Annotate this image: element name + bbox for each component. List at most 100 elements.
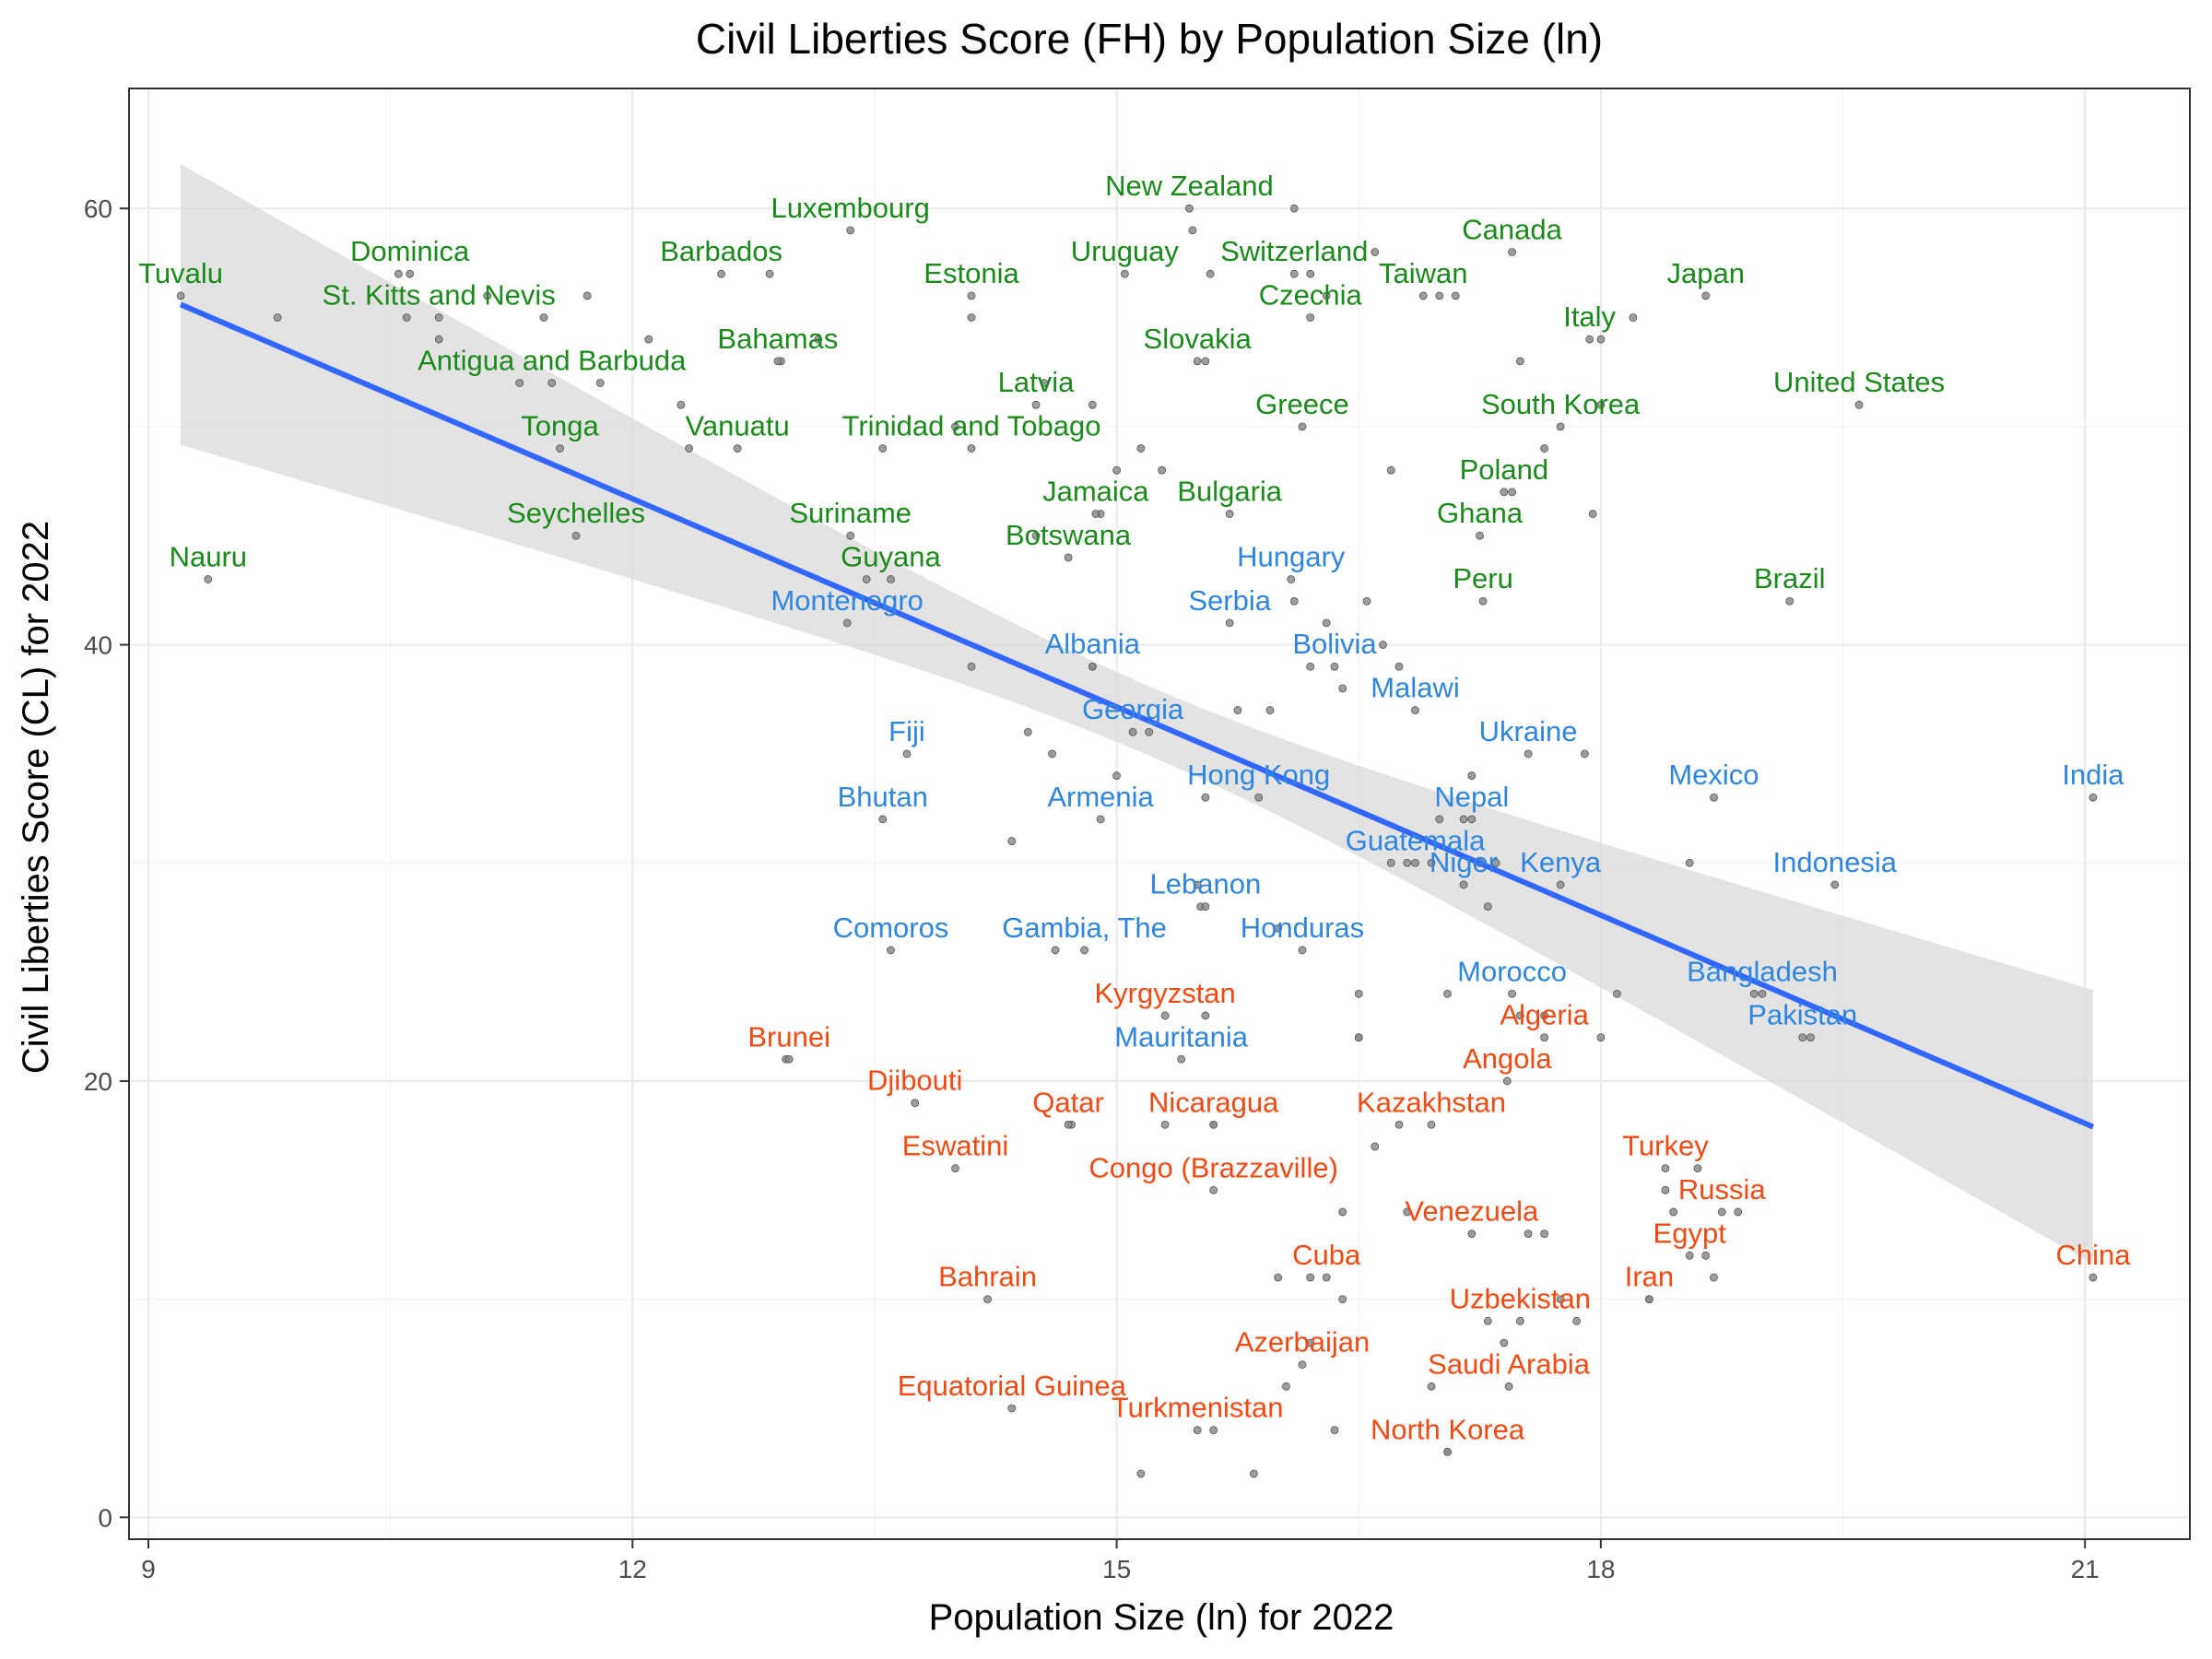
- data-point: [1661, 1164, 1670, 1173]
- point-label: Bhutan: [838, 781, 928, 813]
- point-label: Poland: [1460, 453, 1549, 486]
- data-point: [1613, 989, 1621, 998]
- data-point: [1515, 1316, 1524, 1325]
- data-point: [911, 1099, 920, 1108]
- point-label: Ukraine: [1479, 715, 1578, 747]
- data-point: [547, 379, 557, 387]
- data-point: [1403, 858, 1412, 867]
- x-tick-label: 12: [618, 1555, 647, 1583]
- point-label: St. Kitts and Nevis: [323, 279, 556, 312]
- data-point: [1112, 771, 1121, 780]
- point-label: Malawi: [1371, 672, 1459, 704]
- data-point: [1572, 1316, 1582, 1325]
- data-point: [1338, 1207, 1347, 1217]
- data-point: [406, 269, 415, 278]
- point-label: Greece: [1255, 388, 1349, 420]
- data-point: [1483, 902, 1492, 911]
- data-point: [773, 357, 782, 366]
- data-point: [1265, 706, 1275, 714]
- point-label: Dominica: [350, 235, 470, 267]
- data-point: [1524, 1230, 1533, 1239]
- point-label: Canada: [1462, 214, 1562, 246]
- point-label: Seychelles: [507, 497, 645, 529]
- point-label: Brazil: [1754, 562, 1826, 594]
- data-point: [1491, 858, 1500, 867]
- data-point: [1478, 596, 1488, 606]
- point-label: Cuba: [1292, 1239, 1361, 1271]
- data-point: [1540, 1011, 1549, 1020]
- data-point: [1306, 269, 1315, 278]
- data-point: [1120, 269, 1129, 278]
- data-point: [967, 444, 976, 453]
- data-point: [1798, 1033, 1807, 1042]
- data-point: [1306, 1338, 1315, 1347]
- trend-line-group: [179, 301, 2095, 1130]
- point-label: Bangladesh: [1687, 955, 1838, 987]
- data-point: [1661, 1185, 1670, 1194]
- data-point: [1806, 1033, 1815, 1042]
- point-label: India: [2062, 759, 2124, 791]
- data-point: [1710, 793, 1718, 802]
- data-point: [1096, 815, 1105, 824]
- data-point: [1467, 1230, 1477, 1239]
- point-label: Serbia: [1188, 584, 1271, 617]
- point-label: Vanuatu: [686, 410, 790, 442]
- x-tick-label: 15: [1102, 1555, 1131, 1583]
- data-point: [483, 291, 492, 300]
- data-point: [1250, 1469, 1258, 1478]
- data-point: [1500, 1338, 1509, 1347]
- data-point: [1289, 269, 1299, 278]
- point-label: Niger: [1430, 846, 1498, 878]
- data-point: [1596, 1033, 1606, 1042]
- data-point: [1693, 1164, 1702, 1173]
- data-point: [1585, 335, 1594, 344]
- data-point: [1201, 793, 1210, 802]
- point-label: North Korea: [1371, 1413, 1525, 1445]
- data-point: [1064, 1120, 1073, 1129]
- data-point: [1467, 771, 1477, 780]
- data-point: [765, 269, 774, 278]
- data-point: [1508, 488, 1516, 497]
- point-label: Tuvalu: [138, 257, 223, 289]
- data-point: [1282, 1382, 1290, 1391]
- data-point: [1184, 204, 1194, 213]
- data-point: [846, 531, 855, 540]
- data-point: [1556, 1295, 1565, 1304]
- data-point: [556, 444, 564, 453]
- data-point: [1515, 357, 1524, 366]
- x-tick-label: 9: [141, 1555, 156, 1583]
- data-point: [1443, 989, 1452, 998]
- data-point: [1007, 1404, 1017, 1413]
- point-label: Egypt: [1653, 1217, 1727, 1249]
- point-label: Hong Kong: [1187, 759, 1330, 791]
- data-point: [2088, 793, 2098, 802]
- data-point: [1467, 815, 1477, 824]
- grid-lines: [129, 88, 2190, 1539]
- point-label: Antigua and Barbuda: [418, 345, 687, 377]
- data-point: [1160, 1120, 1170, 1129]
- point-label: Suriname: [789, 497, 912, 529]
- y-tick-label: 40: [84, 631, 112, 660]
- point-label: Luxembourg: [771, 192, 930, 224]
- data-point: [1540, 444, 1549, 453]
- data-point: [862, 575, 871, 583]
- point-label: Albania: [1045, 628, 1141, 660]
- data-point: [1685, 1251, 1694, 1260]
- data-point: [1193, 880, 1202, 889]
- point-label: Armenia: [1047, 781, 1154, 813]
- data-point: [1701, 1251, 1711, 1260]
- data-point: [1540, 1033, 1549, 1042]
- data-point: [1596, 400, 1606, 409]
- point-label: Kazakhstan: [1357, 1086, 1506, 1118]
- point-label: Pakistan: [1747, 999, 1857, 1031]
- data-point: [1088, 662, 1097, 671]
- data-point: [1051, 946, 1060, 955]
- data-point: [1386, 858, 1395, 867]
- data-point: [1193, 1426, 1202, 1435]
- data-point: [1201, 357, 1210, 366]
- data-point: [1515, 1011, 1524, 1020]
- data-point: [1158, 465, 1167, 475]
- point-label: Bulgaria: [1177, 476, 1282, 508]
- point-label: Eswatini: [902, 1130, 1008, 1162]
- point-label: Mexico: [1668, 759, 1759, 791]
